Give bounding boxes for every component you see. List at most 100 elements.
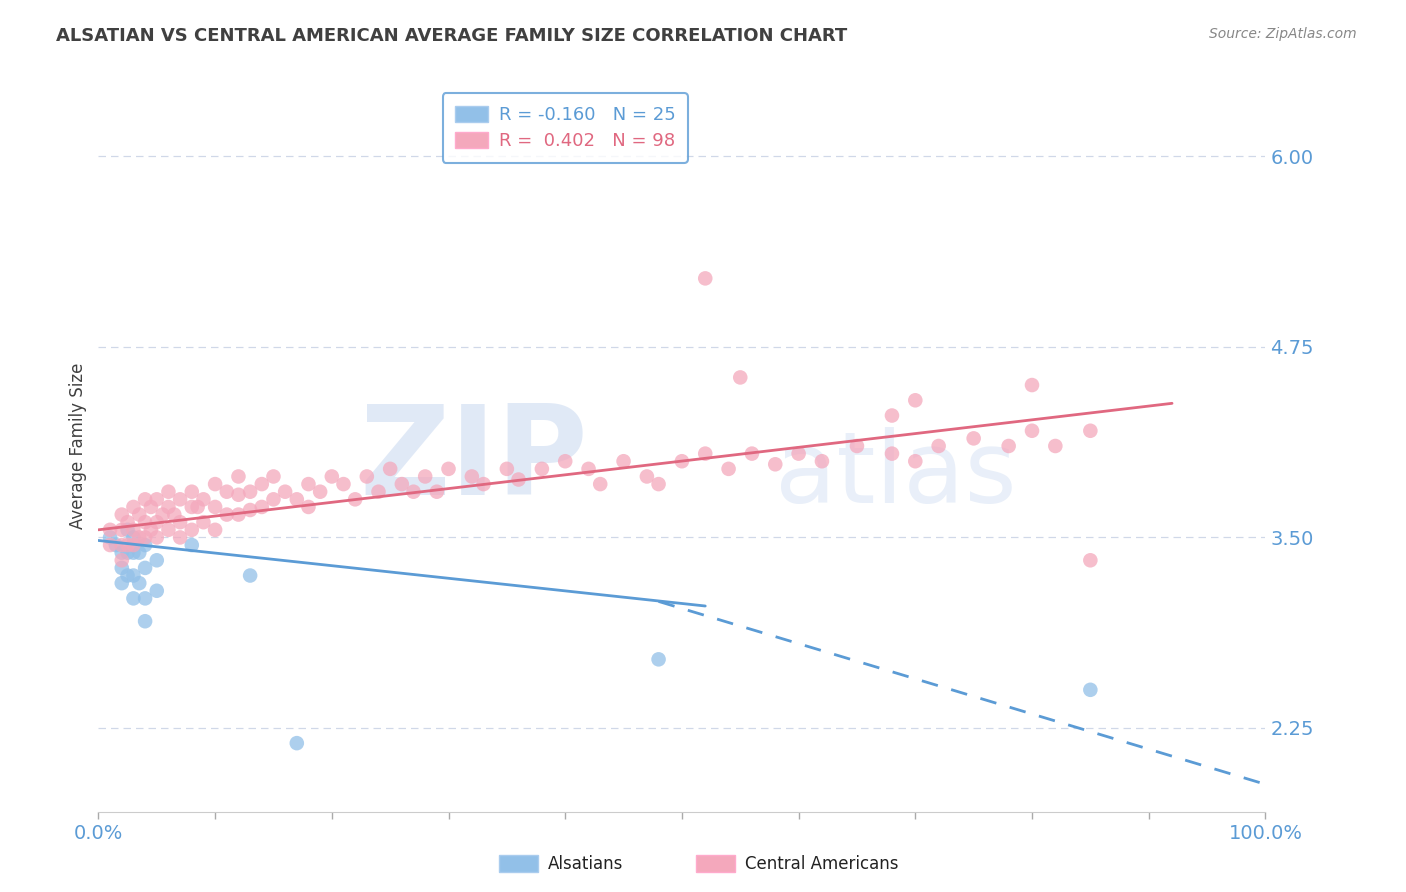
Point bbox=[928, 439, 950, 453]
Point bbox=[122, 523, 145, 537]
Point bbox=[321, 469, 343, 483]
Text: Alsatians: Alsatians bbox=[548, 855, 624, 873]
Point bbox=[128, 576, 150, 591]
Point bbox=[413, 469, 436, 483]
Point bbox=[122, 591, 145, 606]
Point bbox=[134, 591, 156, 606]
Point bbox=[647, 652, 669, 666]
Point bbox=[297, 477, 319, 491]
Point bbox=[134, 561, 156, 575]
Point bbox=[180, 484, 202, 499]
Point bbox=[1080, 424, 1102, 438]
Point bbox=[880, 447, 903, 461]
Point bbox=[589, 477, 612, 491]
Point bbox=[262, 492, 284, 507]
Point bbox=[122, 530, 145, 544]
Point bbox=[111, 538, 134, 552]
Point bbox=[262, 469, 284, 483]
Point bbox=[215, 508, 238, 522]
Point bbox=[239, 484, 262, 499]
Point bbox=[215, 484, 238, 499]
Point bbox=[904, 454, 927, 468]
Y-axis label: Average Family Size: Average Family Size bbox=[69, 363, 87, 529]
Legend: R = -0.160   N = 25, R =  0.402   N = 98: R = -0.160 N = 25, R = 0.402 N = 98 bbox=[443, 93, 688, 163]
Point bbox=[717, 462, 740, 476]
Point bbox=[111, 508, 134, 522]
Point bbox=[904, 393, 927, 408]
Point bbox=[239, 568, 262, 582]
Point bbox=[98, 530, 121, 544]
Point bbox=[117, 523, 139, 537]
Point bbox=[554, 454, 576, 468]
Point bbox=[741, 447, 763, 461]
Point bbox=[332, 477, 354, 491]
Point bbox=[193, 492, 215, 507]
Point bbox=[997, 439, 1019, 453]
Point bbox=[139, 523, 162, 537]
Point bbox=[250, 500, 273, 514]
Point bbox=[380, 462, 402, 476]
Point bbox=[146, 583, 169, 598]
Point bbox=[180, 500, 202, 514]
Point bbox=[146, 530, 169, 544]
FancyBboxPatch shape bbox=[499, 855, 538, 872]
Point bbox=[508, 473, 530, 487]
Point bbox=[1080, 682, 1102, 697]
Point bbox=[274, 484, 297, 499]
Point bbox=[117, 568, 139, 582]
Point bbox=[402, 484, 425, 499]
Point bbox=[111, 546, 134, 560]
Point bbox=[671, 454, 693, 468]
FancyBboxPatch shape bbox=[696, 855, 735, 872]
Text: atlas: atlas bbox=[775, 426, 1017, 524]
Point bbox=[122, 538, 145, 552]
Point bbox=[98, 538, 121, 552]
Point bbox=[297, 500, 319, 514]
Point bbox=[636, 469, 658, 483]
Point bbox=[730, 370, 752, 384]
Point bbox=[647, 477, 669, 491]
Point bbox=[763, 457, 786, 471]
Text: ZIP: ZIP bbox=[360, 401, 589, 521]
Point bbox=[146, 553, 169, 567]
Point bbox=[128, 508, 150, 522]
Point bbox=[391, 477, 413, 491]
Point bbox=[134, 614, 156, 628]
Point bbox=[344, 492, 367, 507]
Point bbox=[117, 546, 139, 560]
Text: ALSATIAN VS CENTRAL AMERICAN AVERAGE FAMILY SIZE CORRELATION CHART: ALSATIAN VS CENTRAL AMERICAN AVERAGE FAM… bbox=[56, 27, 848, 45]
Point bbox=[134, 515, 156, 529]
Point bbox=[846, 439, 869, 453]
Point bbox=[356, 469, 378, 483]
Point bbox=[228, 508, 250, 522]
Point bbox=[122, 546, 145, 560]
Point bbox=[367, 484, 389, 499]
Point bbox=[134, 530, 156, 544]
Point bbox=[496, 462, 519, 476]
Point bbox=[1021, 378, 1043, 392]
Point bbox=[787, 447, 810, 461]
Point bbox=[204, 477, 226, 491]
Point bbox=[169, 492, 191, 507]
Point bbox=[285, 736, 308, 750]
Point bbox=[157, 523, 180, 537]
Point bbox=[880, 409, 903, 423]
Point bbox=[146, 515, 169, 529]
Point bbox=[695, 447, 717, 461]
Point bbox=[461, 469, 484, 483]
Point bbox=[104, 538, 127, 552]
Point bbox=[157, 500, 180, 514]
Point bbox=[228, 469, 250, 483]
Point bbox=[250, 477, 273, 491]
Point bbox=[228, 488, 250, 502]
Point bbox=[134, 538, 156, 552]
Point bbox=[117, 538, 139, 552]
Point bbox=[437, 462, 460, 476]
Text: Source: ZipAtlas.com: Source: ZipAtlas.com bbox=[1209, 27, 1357, 41]
Point bbox=[98, 523, 121, 537]
Point bbox=[128, 546, 150, 560]
Point bbox=[122, 568, 145, 582]
Point bbox=[163, 508, 186, 522]
Point bbox=[309, 484, 332, 499]
Point bbox=[111, 576, 134, 591]
